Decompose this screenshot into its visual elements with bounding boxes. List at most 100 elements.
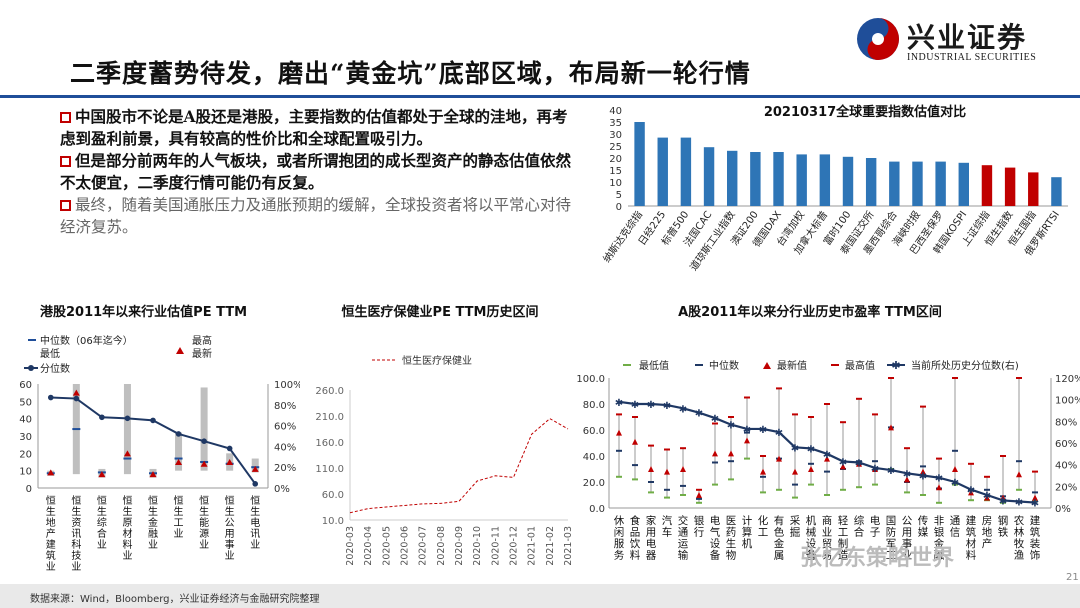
- y-tick-label: 260.0: [315, 386, 344, 397]
- y-tick-label: 10: [609, 178, 622, 189]
- bar: [1004, 167, 1016, 206]
- tick-char: 务: [614, 549, 625, 562]
- tick-char: 掘: [790, 526, 801, 539]
- y-tick-label: 20: [19, 449, 32, 460]
- x-tick-label: 计算机: [742, 514, 753, 550]
- percentile-point: ✱: [1031, 499, 1039, 510]
- legend-label: 最新: [192, 347, 212, 360]
- bullet-list: 中国股市不论是A股还是港股，主要指数的估值都处于全球的洼地，再考虑到盈利前景，具…: [60, 106, 580, 238]
- tick-char: 气: [710, 526, 721, 539]
- percentile-point: ✱: [967, 486, 975, 497]
- bar: [842, 156, 854, 206]
- company-logo: 兴业证券 INDUSTRIAL SECURITIES: [855, 14, 1070, 66]
- x-tick-label: 纳斯达克综指: [600, 208, 645, 265]
- tick-char: 科: [71, 538, 81, 551]
- bar: [865, 158, 877, 206]
- latest-mark: [776, 455, 782, 462]
- y-tick-label: 40: [609, 106, 622, 117]
- chart-legend: 最低值 中位数 最新值 最高值 ✱ 当前所处历史分位数(右): [623, 359, 1019, 372]
- percentile-point: ✱: [807, 444, 815, 455]
- y-tick-label: 35: [609, 118, 622, 129]
- percentile-point: ✱: [711, 414, 719, 425]
- tick-char: 地: [46, 516, 56, 529]
- y-tick-label: 60.0: [583, 426, 605, 437]
- y-tick-label: 25: [609, 142, 622, 153]
- title-divider: [0, 95, 1080, 98]
- tick-char: 金: [148, 516, 158, 529]
- latest-mark: [680, 466, 686, 472]
- latest-mark: [200, 460, 208, 467]
- tick-char: 业: [174, 528, 184, 540]
- latest-mark: [616, 429, 622, 436]
- bullet-box-icon: [60, 200, 71, 211]
- tick-char: 材: [122, 527, 132, 540]
- y2-tick-label: 80%: [274, 401, 296, 412]
- tick-char: 恒: [199, 494, 209, 507]
- tick-char: 车: [662, 526, 673, 539]
- x-tick-label: 房地产: [982, 514, 993, 550]
- percentile-line: [618, 400, 1036, 504]
- y-tick-label: 10: [19, 467, 32, 478]
- legend-percentile-marker: [28, 365, 34, 371]
- chart-title: A股2011年以来分行业历史市盈率 TTM区间: [678, 304, 942, 320]
- x-tick-label: 2021-03: [563, 526, 574, 566]
- y-tick-label: 160.0: [315, 438, 344, 449]
- tick-char: 料: [966, 549, 977, 562]
- tick-char: 汽: [662, 514, 673, 527]
- tick-char: 行: [694, 526, 705, 539]
- bullet-item: 但是部分前两年的人气板块，或者所谓抱团的成长型资产的静态估值依然不太便宜，二季度…: [60, 150, 580, 194]
- percentile-point: [175, 431, 182, 437]
- tick-char: 恒: [148, 494, 158, 507]
- tick-char: 电: [646, 537, 657, 550]
- tick-char: 子: [870, 527, 881, 539]
- bar: [958, 162, 969, 206]
- latest-mark: [251, 465, 259, 472]
- tick-char: 讯: [250, 528, 260, 540]
- tick-char: 能: [199, 516, 209, 529]
- x-tick-label: 2020-08: [436, 526, 447, 566]
- percentile-point: ✱: [727, 421, 735, 432]
- bar: [773, 152, 784, 206]
- y2-tick-label: 0%: [1055, 504, 1071, 515]
- tick-char: 算: [742, 526, 753, 539]
- tick-char: 商: [822, 514, 833, 527]
- tick-char: 采: [790, 515, 801, 527]
- bullet-text: 但是部分前两年的人气板块，或者所谓抱团的成长型资产的静态估值依然不太便宜，二季度…: [60, 151, 572, 192]
- percentile-point: ✱: [791, 443, 799, 454]
- bar: [703, 147, 715, 206]
- x-tick-label: 2020-09: [454, 526, 465, 566]
- tick-char: 用: [646, 527, 657, 539]
- percentile-point: ✱: [775, 428, 783, 439]
- series-line: [349, 417, 569, 514]
- tick-char: 媒: [918, 526, 929, 539]
- logo-emblem-icon: [857, 18, 899, 60]
- tick-char: 国: [886, 515, 897, 527]
- latest-mark: [760, 468, 766, 475]
- latest-mark: [904, 476, 910, 483]
- tick-char: 电: [710, 514, 721, 527]
- percentile-point: ✱: [759, 425, 767, 436]
- x-tick-label: 2020-06: [400, 526, 411, 566]
- tick-char: 造: [838, 549, 849, 562]
- tick-char: 属: [774, 550, 785, 562]
- tick-char: 业: [71, 561, 81, 573]
- tick-char: 金: [774, 537, 785, 550]
- tick-char: 机: [806, 514, 817, 527]
- legend-label: 最低值: [639, 359, 669, 372]
- tick-char: 工: [838, 527, 849, 539]
- tick-char: 公: [225, 518, 235, 529]
- x-tick-label: 2021-02: [545, 526, 556, 566]
- latest-mark: [824, 455, 830, 462]
- tick-char: 用: [225, 529, 235, 540]
- tick-char: 业: [97, 539, 107, 551]
- y-tick-label: 210.0: [315, 412, 344, 423]
- tick-char: 生: [726, 537, 737, 550]
